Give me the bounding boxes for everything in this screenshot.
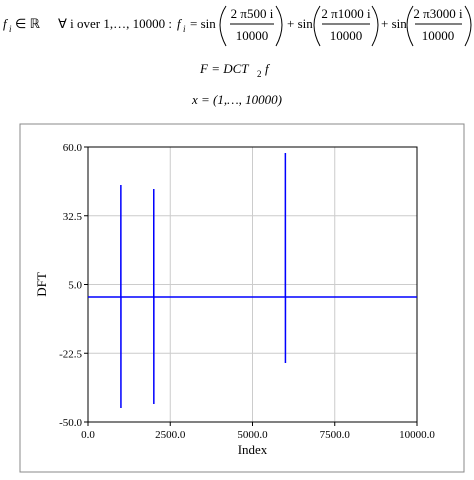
x-tick-label: 7500.0: [320, 429, 351, 441]
x-tick-label: 5000.0: [237, 429, 268, 441]
x-axis-label: Index: [238, 442, 268, 457]
formula-2: F = DCT 2 f: [199, 61, 271, 79]
subscript: i: [9, 24, 12, 34]
plot-border: [87, 146, 418, 423]
chart: -50.0 -22.5 5.0 32.5 60.0 0.0 2500.0 5000.0 7500…: [34, 142, 435, 457]
x-tick-label: 2500.0: [155, 429, 186, 441]
x-tick-label: 0.0: [81, 429, 95, 441]
symbol: f: [177, 16, 183, 31]
paren: [464, 5, 472, 47]
y-tick-label: -22.5: [59, 348, 82, 360]
denominator: 10000: [236, 28, 269, 43]
subscript: 2: [257, 69, 262, 79]
operator: = sin: [190, 16, 216, 31]
y-tick-label: 32.5: [63, 211, 83, 223]
y-tick-label: 5.0: [68, 280, 82, 292]
numerator: 2 π500 i: [231, 6, 274, 21]
operator: + sin: [287, 16, 313, 31]
denominator: 10000: [422, 28, 455, 43]
numerator: 2 π1000 i: [321, 6, 371, 21]
symbol: ∈ ℝ: [15, 16, 41, 31]
rhs: f: [265, 61, 271, 76]
paren: [219, 5, 227, 47]
numerator: 2 π3000 i: [413, 6, 463, 21]
symbol: f: [3, 16, 9, 31]
denominator: 10000: [330, 28, 363, 43]
y-tick-label: -50.0: [59, 417, 82, 429]
y-axis-label: DFT: [34, 272, 49, 297]
line: [88, 152, 417, 409]
paren: [275, 5, 283, 47]
x-tick-label: 10000.0: [399, 429, 435, 441]
subscript: i: [183, 24, 186, 34]
paren: [371, 5, 379, 47]
paren: [406, 5, 414, 47]
formula-3: x = (1,…, 10000): [191, 92, 282, 107]
quantifier: ∀ i over 1,…, 10000 :: [58, 16, 172, 31]
paren: [313, 5, 321, 47]
y-tick-label: 60.0: [63, 142, 83, 154]
operator: + sin: [381, 16, 407, 31]
chart-frame: [19, 123, 465, 473]
formula-1: f i ∈ ℝ ∀ i over 1,…, 10000 : f i = sin …: [3, 5, 472, 47]
lhs: F = DCT: [199, 61, 249, 76]
